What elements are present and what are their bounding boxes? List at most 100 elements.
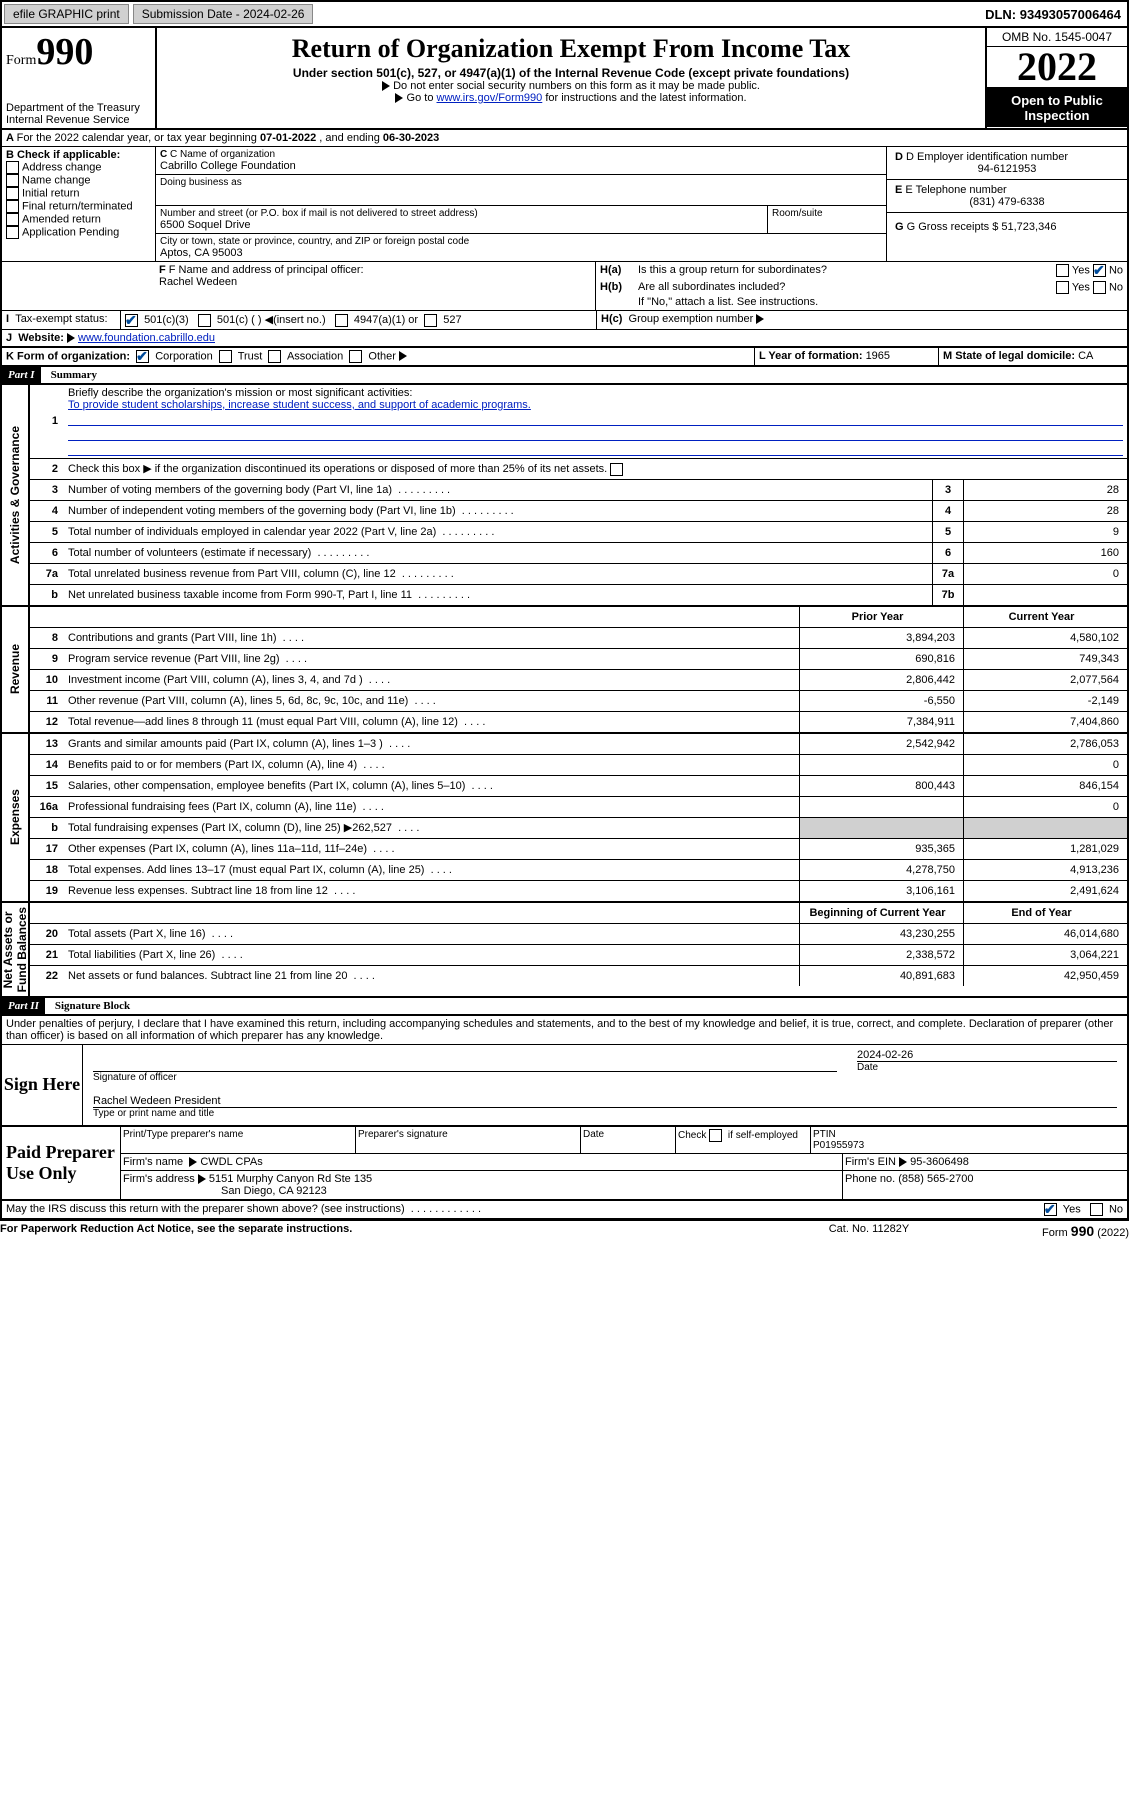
identity-block: B Check if applicable: Address change Na… xyxy=(0,147,1129,262)
ein: 94-6121953 xyxy=(895,163,1119,175)
sign-date: 2024-02-26 xyxy=(857,1049,1117,1061)
expenses-section: Expenses 13Grants and similar amounts pa… xyxy=(0,734,1129,903)
summary-row: 7aTotal unrelated business revenue from … xyxy=(30,564,1127,585)
summary-row: 5Total number of individuals employed in… xyxy=(30,522,1127,543)
form-number: 990 xyxy=(36,31,93,73)
state-domicile: CA xyxy=(1078,350,1093,362)
officer-group-block: F F Name and address of principal office… xyxy=(0,262,1129,311)
corporation-checkbox[interactable] xyxy=(136,350,149,363)
527-checkbox[interactable] xyxy=(424,314,437,327)
page-footer: For Paperwork Reduction Act Notice, see … xyxy=(0,1220,1129,1239)
part-2-header: Part II Signature Block xyxy=(0,998,1129,1016)
final-return-checkbox[interactable] xyxy=(6,200,19,213)
group-return-no-checkbox[interactable] xyxy=(1093,264,1106,277)
501c-checkbox[interactable] xyxy=(198,314,211,327)
open-to-public: Open to Public Inspection xyxy=(987,89,1127,127)
mission-text: To provide student scholarships, increas… xyxy=(68,399,531,411)
summary-row: 12Total revenue—add lines 8 through 11 (… xyxy=(30,712,1127,732)
gross-receipts: 51,723,346 xyxy=(1001,221,1056,233)
efile-button[interactable]: efile GRAPHIC print xyxy=(4,4,129,24)
summary-row: 19Revenue less expenses. Subtract line 1… xyxy=(30,881,1127,901)
year-formation: 1965 xyxy=(866,350,890,362)
amended-return-checkbox[interactable] xyxy=(6,213,19,226)
summary-row: 6Total number of volunteers (estimate if… xyxy=(30,543,1127,564)
box-b: B Check if applicable: Address change Na… xyxy=(2,147,156,261)
subtitle-2: Do not enter social security numbers on … xyxy=(161,80,981,92)
firm-address-1: 5151 Murphy Canyon Rd Ste 135 xyxy=(209,1173,372,1185)
summary-row: 22Net assets or fund balances. Subtract … xyxy=(30,966,1127,986)
revenue-section: Revenue Prior Year Current Year 8Contrib… xyxy=(0,607,1129,734)
paid-preparer-block: Paid Preparer Use Only Print/Type prepar… xyxy=(0,1127,1129,1201)
discuss-yes-checkbox[interactable] xyxy=(1044,1203,1057,1216)
summary-row: 8Contributions and grants (Part VIII, li… xyxy=(30,628,1127,649)
officer-name-title: Rachel Wedeen President xyxy=(93,1095,1117,1107)
principal-officer: Rachel Wedeen xyxy=(159,276,591,288)
city-state-zip: Aptos, CA 95003 xyxy=(160,247,882,259)
declaration-text: Under penalties of perjury, I declare th… xyxy=(0,1016,1129,1045)
subordinates-no-checkbox[interactable] xyxy=(1093,281,1106,294)
firm-ein: 95-3606498 xyxy=(910,1156,969,1168)
summary-row: 9Program service revenue (Part VIII, lin… xyxy=(30,649,1127,670)
summary-row: bNet unrelated business taxable income f… xyxy=(30,585,1127,605)
telephone: (831) 479-6338 xyxy=(895,196,1119,208)
website-row: J Website: www.foundation.cabrillo.edu xyxy=(0,330,1129,348)
other-checkbox[interactable] xyxy=(349,350,362,363)
initial-return-checkbox[interactable] xyxy=(6,187,19,200)
part-1-header: Part I Summary xyxy=(0,367,1129,385)
firm-name: CWDL CPAs xyxy=(200,1156,262,1168)
form-title: Return of Organization Exempt From Incom… xyxy=(161,34,981,64)
trust-checkbox[interactable] xyxy=(219,350,232,363)
form-header: Form990 Department of the Treasury Inter… xyxy=(0,28,1129,130)
summary-row: bTotal fundraising expenses (Part IX, co… xyxy=(30,818,1127,839)
tax-status-row: I Tax-exempt status: 501(c)(3) 501(c) ( … xyxy=(0,311,1129,330)
ptin: P01955973 xyxy=(813,1140,864,1151)
group-return-yes-checkbox[interactable] xyxy=(1056,264,1069,277)
address-change-checkbox[interactable] xyxy=(6,161,19,174)
instructions-link[interactable]: www.irs.gov/Form990 xyxy=(437,92,543,104)
org-name: Cabrillo College Foundation xyxy=(160,160,882,172)
summary-row: 16aProfessional fundraising fees (Part I… xyxy=(30,797,1127,818)
line-2-checkbox[interactable] xyxy=(610,463,623,476)
application-pending-checkbox[interactable] xyxy=(6,226,19,239)
4947-checkbox[interactable] xyxy=(335,314,348,327)
name-change-checkbox[interactable] xyxy=(6,174,19,187)
subtitle-3: Go to www.irs.gov/Form990 for instructio… xyxy=(161,92,981,104)
summary-row: 11Other revenue (Part VIII, column (A), … xyxy=(30,691,1127,712)
submission-date-label: Submission Date - xyxy=(142,7,243,21)
discuss-row: May the IRS discuss this return with the… xyxy=(0,1201,1129,1220)
501c3-checkbox[interactable] xyxy=(125,314,138,327)
subordinates-yes-checkbox[interactable] xyxy=(1056,281,1069,294)
summary-row: 14Benefits paid to or for members (Part … xyxy=(30,755,1127,776)
summary-row: 17Other expenses (Part IX, column (A), l… xyxy=(30,839,1127,860)
activities-governance-section: Activities & Governance 1 Briefly descri… xyxy=(0,385,1129,607)
summary-row: 15Salaries, other compensation, employee… xyxy=(30,776,1127,797)
subtitle-1: Under section 501(c), 527, or 4947(a)(1)… xyxy=(161,66,981,80)
line-a: A For the 2022 calendar year, or tax yea… xyxy=(0,130,1129,147)
summary-row: 13Grants and similar amounts paid (Part … xyxy=(30,734,1127,755)
self-employed-checkbox[interactable] xyxy=(709,1129,722,1142)
street-address: 6500 Soquel Drive xyxy=(160,219,763,231)
header-left: Form990 Department of the Treasury Inter… xyxy=(2,28,157,128)
summary-row: 20Total assets (Part X, line 16) . . . .… xyxy=(30,924,1127,945)
top-bar: efile GRAPHIC print Submission Date - 20… xyxy=(0,0,1129,28)
summary-row: 10Investment income (Part VIII, column (… xyxy=(30,670,1127,691)
submission-date: 2024-02-26 xyxy=(243,7,304,21)
firm-address-2: San Diego, CA 92123 xyxy=(123,1185,840,1197)
org-form-row: K Form of organization: Corporation Trus… xyxy=(0,348,1129,367)
header-right: OMB No. 1545-0047 2022 Open to Public In… xyxy=(985,28,1127,128)
form-word: Form xyxy=(6,53,36,68)
header-middle: Return of Organization Exempt From Incom… xyxy=(157,28,985,128)
sign-here-block: Sign Here Signature of officer 2024-02-2… xyxy=(0,1045,1129,1127)
discuss-no-checkbox[interactable] xyxy=(1090,1203,1103,1216)
association-checkbox[interactable] xyxy=(268,350,281,363)
tax-year: 2022 xyxy=(987,47,1127,89)
net-assets-section: Net Assets orFund Balances Beginning of … xyxy=(0,903,1129,998)
summary-row: 4Number of independent voting members of… xyxy=(30,501,1127,522)
irs-label: Internal Revenue Service xyxy=(6,114,151,126)
department: Department of the Treasury xyxy=(6,102,151,114)
firm-phone: (858) 565-2700 xyxy=(898,1173,973,1185)
website-link[interactable]: www.foundation.cabrillo.edu xyxy=(78,332,215,344)
summary-row: 21Total liabilities (Part X, line 26) . … xyxy=(30,945,1127,966)
submission-date-button[interactable]: Submission Date - 2024-02-26 xyxy=(133,4,314,24)
dln: DLN: 93493057006464 xyxy=(985,7,1127,22)
